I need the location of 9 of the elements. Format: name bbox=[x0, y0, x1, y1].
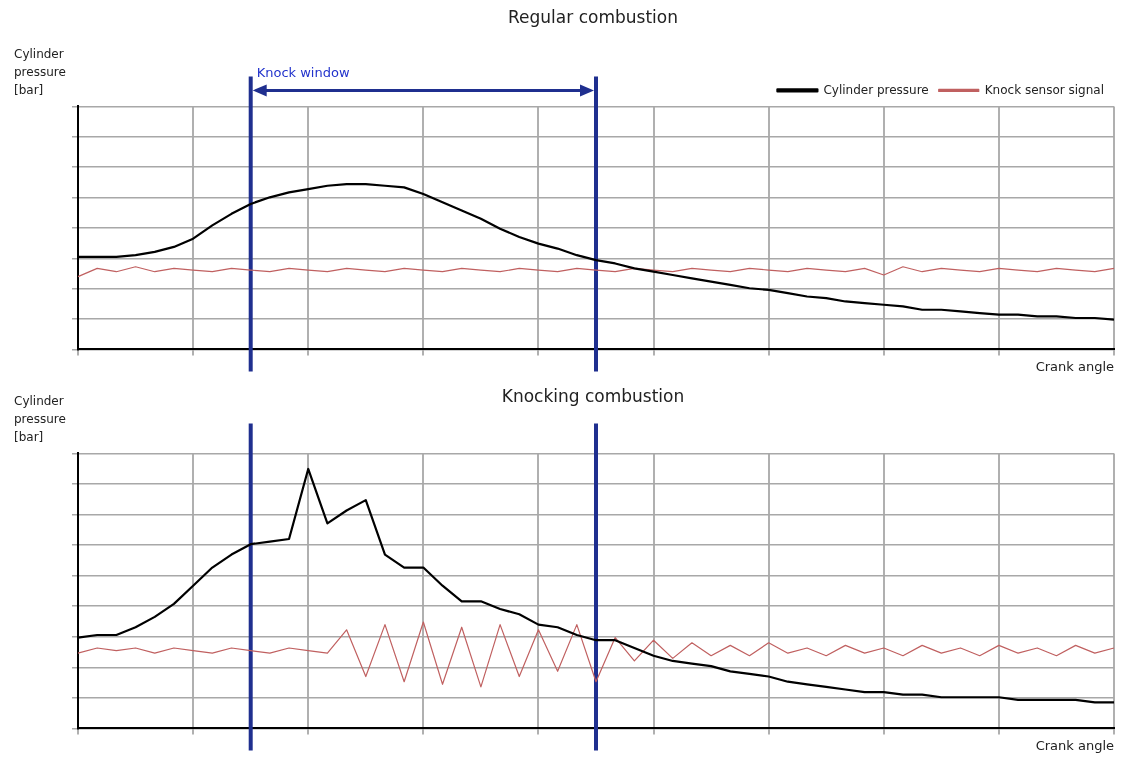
chart-title: Regular combustion bbox=[508, 6, 678, 27]
x-axis-title: Crank angle bbox=[1035, 737, 1114, 753]
legend-label: Knock sensor signal bbox=[984, 82, 1105, 97]
legend-label: Cylinder pressure bbox=[823, 82, 929, 97]
x-axis-title: Crank angle bbox=[1035, 358, 1114, 374]
y-axis-title: Cylinder pressure [bar] bbox=[14, 393, 66, 444]
text: Knock window bbox=[256, 65, 350, 81]
chart-title: Knocking combustion bbox=[501, 385, 685, 406]
y-axis-title: Cylinder pressure [bar] bbox=[14, 46, 66, 97]
